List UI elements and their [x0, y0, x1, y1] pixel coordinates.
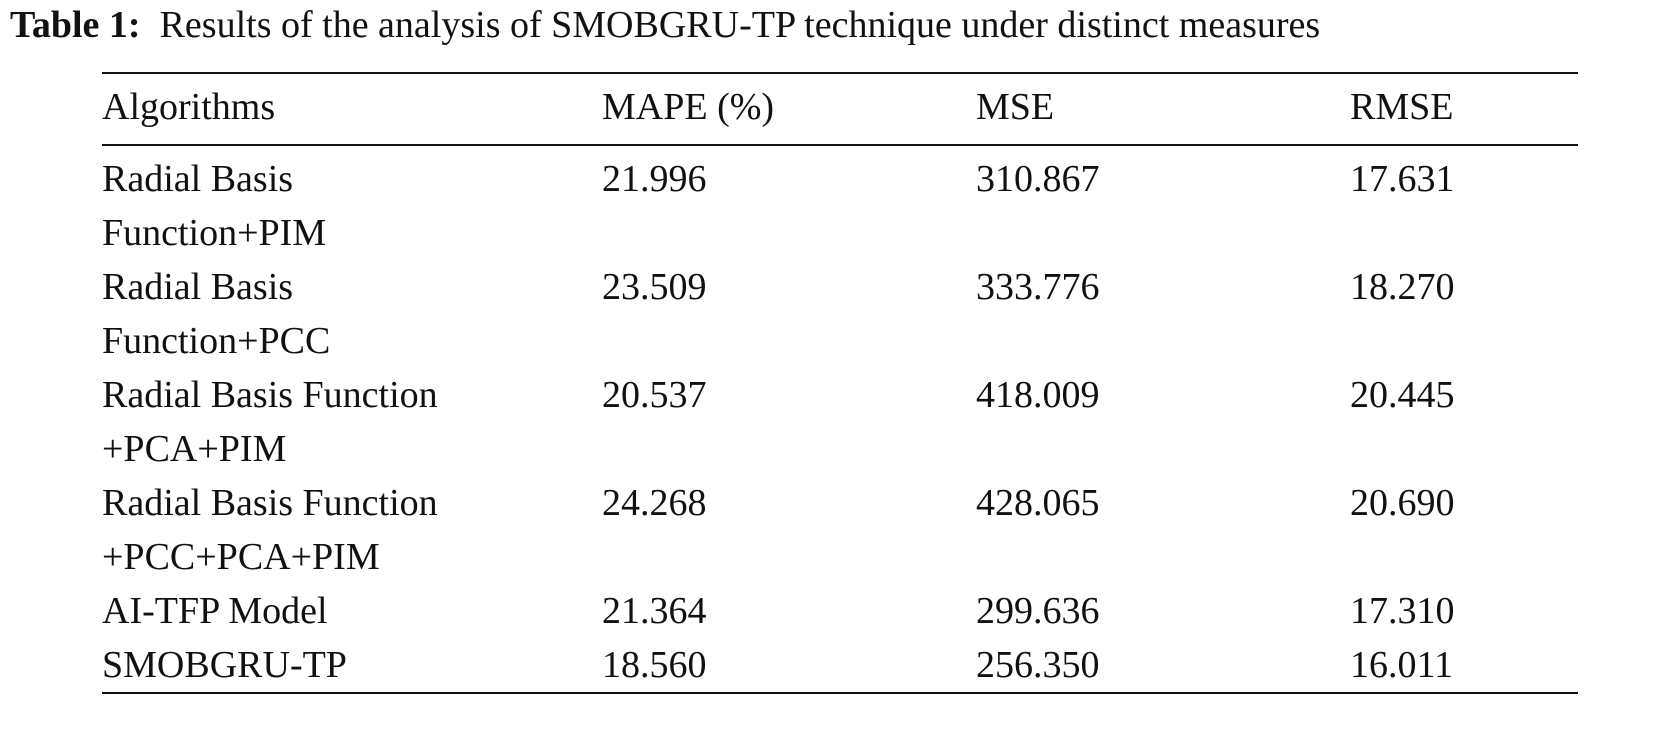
algorithm-cell: Radial Basis Function +PCA+PIM	[102, 368, 602, 476]
algorithm-cell: Radial Basis Function +PCC+PCA+PIM	[102, 476, 602, 584]
algorithm-name-line2: +PCC+PCA+PIM	[102, 536, 380, 578]
mape-cell: 21.996	[602, 158, 707, 200]
table-row: SMOBGRU-TP 18.560 256.350 16.011	[102, 638, 1578, 693]
algorithm-name-line2: +PCA+PIM	[102, 428, 287, 470]
mse-cell: 256.350	[976, 644, 1100, 686]
results-table: Algorithms MAPE (%) MSE RMSE Radial Basi…	[102, 72, 1578, 694]
mape-cell: 20.537	[602, 374, 707, 416]
table-caption: Table 1: Results of the analysis of SMOB…	[10, 0, 1660, 50]
mape-cell: 24.268	[602, 482, 707, 524]
mape-cell: 23.509	[602, 266, 707, 308]
column-header-mse: MSE	[976, 86, 1055, 128]
algorithm-cell: AI-TFP Model	[102, 590, 328, 632]
mse-cell: 333.776	[976, 266, 1100, 308]
column-header-rmse: RMSE	[1350, 86, 1454, 128]
mape-cell: 21.364	[602, 590, 707, 632]
algorithm-cell: Radial Basis Function+PCC	[102, 260, 602, 368]
table-caption-label: Table 1:	[10, 4, 141, 46]
algorithm-name-line2: Function+PCC	[102, 320, 331, 362]
rmse-cell: 16.011	[1350, 644, 1454, 686]
table-row: Radial Basis Function +PCC+PCA+PIM 24.26…	[102, 476, 1578, 584]
algorithm-name-line1: Radial Basis	[102, 266, 294, 308]
table-row: Radial Basis Function +PCA+PIM 20.537 41…	[102, 368, 1578, 476]
table-row: Radial Basis Function+PIM 21.996 310.867…	[102, 145, 1578, 260]
mse-cell: 428.065	[976, 482, 1100, 524]
table-row: AI-TFP Model 21.364 299.636 17.310	[102, 584, 1578, 638]
column-header-mape: MAPE (%)	[602, 86, 775, 128]
rmse-cell: 17.631	[1350, 158, 1455, 200]
table-caption-text: Results of the analysis of SMOBGRU-TP te…	[159, 4, 1321, 46]
algorithm-name-line1: Radial Basis Function	[102, 482, 438, 524]
rmse-cell: 18.270	[1350, 266, 1455, 308]
algorithm-name-line1: Radial Basis Function	[102, 374, 438, 416]
rmse-cell: 20.690	[1350, 482, 1455, 524]
mape-cell: 18.560	[602, 644, 707, 686]
mse-cell: 310.867	[976, 158, 1100, 200]
algorithm-name-line2: Function+PIM	[102, 212, 327, 254]
algorithm-cell: SMOBGRU-TP	[102, 644, 347, 686]
algorithm-cell: Radial Basis Function+PIM	[102, 145, 602, 260]
mse-cell: 299.636	[976, 590, 1100, 632]
table-header-row: Algorithms MAPE (%) MSE RMSE	[102, 73, 1578, 145]
algorithm-name-line1: Radial Basis	[102, 158, 294, 200]
results-table-container: Algorithms MAPE (%) MSE RMSE Radial Basi…	[102, 72, 1578, 694]
table-row: Radial Basis Function+PCC 23.509 333.776…	[102, 260, 1578, 368]
rmse-cell: 17.310	[1350, 590, 1455, 632]
column-header-algorithms: Algorithms	[102, 86, 276, 128]
rmse-cell: 20.445	[1350, 374, 1455, 416]
mse-cell: 418.009	[976, 374, 1100, 416]
